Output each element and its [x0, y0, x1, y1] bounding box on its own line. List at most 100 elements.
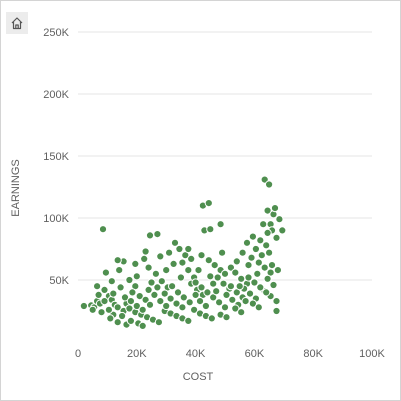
data-point[interactable] — [107, 277, 116, 286]
data-point[interactable] — [113, 318, 122, 327]
data-point[interactable] — [231, 304, 240, 313]
data-point[interactable] — [204, 199, 213, 208]
data-point[interactable] — [232, 257, 241, 266]
data-point[interactable] — [207, 314, 216, 323]
data-point[interactable] — [126, 297, 135, 306]
data-point[interactable] — [201, 301, 210, 311]
data-point[interactable] — [156, 252, 165, 261]
data-point[interactable] — [141, 295, 150, 304]
data-point[interactable] — [195, 297, 205, 306]
data-point[interactable] — [247, 253, 256, 262]
data-point[interactable] — [184, 316, 193, 325]
data-point[interactable] — [253, 269, 262, 278]
data-point[interactable] — [88, 305, 97, 314]
data-point[interactable] — [265, 180, 274, 189]
data-point[interactable] — [162, 301, 171, 311]
data-point[interactable] — [257, 251, 266, 260]
data-point[interactable] — [248, 299, 257, 308]
data-point[interactable] — [170, 238, 180, 247]
data-point[interactable] — [132, 272, 141, 281]
data-point[interactable] — [273, 266, 282, 275]
data-point[interactable] — [222, 313, 231, 322]
data-point[interactable] — [145, 231, 155, 240]
data-point[interactable] — [272, 297, 281, 306]
data-point[interactable] — [206, 225, 215, 234]
data-point[interactable] — [178, 303, 187, 312]
data-point[interactable] — [228, 295, 237, 304]
data-point[interactable] — [218, 248, 227, 257]
data-point[interactable] — [160, 289, 169, 298]
data-point[interactable] — [185, 298, 194, 307]
data-point[interactable] — [147, 278, 156, 287]
data-point[interactable] — [131, 259, 140, 268]
data-point[interactable] — [187, 254, 196, 263]
data-point[interactable] — [254, 303, 263, 312]
data-point[interactable] — [213, 273, 222, 282]
data-point[interactable] — [169, 259, 178, 268]
data-point[interactable] — [242, 238, 252, 247]
data-points[interactable] — [79, 175, 287, 330]
data-point[interactable] — [197, 251, 206, 260]
data-point[interactable] — [194, 266, 203, 275]
data-point[interactable] — [115, 266, 124, 275]
data-point[interactable] — [98, 225, 108, 234]
data-point[interactable] — [113, 303, 122, 312]
data-point[interactable] — [109, 289, 118, 298]
data-point[interactable] — [262, 241, 271, 250]
data-point[interactable] — [138, 305, 147, 314]
data-point[interactable] — [154, 318, 163, 327]
data-point[interactable] — [101, 268, 111, 277]
data-point[interactable] — [126, 316, 135, 325]
data-point[interactable] — [116, 283, 125, 292]
data-point[interactable] — [184, 266, 193, 275]
data-point[interactable] — [132, 301, 141, 311]
data-point[interactable] — [278, 226, 287, 235]
data-point[interactable] — [184, 244, 193, 254]
data-point[interactable] — [267, 261, 277, 270]
data-point[interactable] — [210, 261, 219, 270]
data-point[interactable] — [241, 297, 250, 306]
data-point[interactable] — [144, 263, 153, 272]
data-point[interactable] — [128, 288, 137, 297]
data-point[interactable] — [79, 301, 89, 311]
data-point[interactable] — [260, 263, 269, 272]
data-point[interactable] — [162, 266, 171, 275]
data-point[interactable] — [265, 248, 274, 257]
data-point[interactable] — [269, 280, 278, 290]
data-point[interactable] — [263, 228, 272, 237]
data-point[interactable] — [256, 283, 265, 292]
data-point[interactable] — [272, 306, 281, 316]
data-point[interactable] — [220, 269, 230, 278]
data-point[interactable] — [244, 273, 253, 282]
data-point[interactable] — [256, 236, 265, 245]
data-point[interactable] — [215, 298, 224, 307]
data-point[interactable] — [94, 290, 103, 299]
data-point[interactable] — [113, 256, 122, 265]
data-point[interactable] — [206, 272, 215, 281]
data-point[interactable] — [226, 282, 235, 291]
data-point[interactable] — [100, 297, 109, 306]
data-point[interactable] — [151, 269, 160, 278]
data-point[interactable] — [165, 248, 174, 257]
data-point[interactable] — [275, 215, 284, 224]
data-point[interactable] — [191, 290, 200, 299]
data-point[interactable] — [244, 261, 253, 270]
data-point[interactable] — [209, 279, 218, 288]
data-point[interactable] — [178, 258, 187, 267]
data-point[interactable] — [272, 233, 281, 242]
data-point[interactable] — [106, 314, 115, 323]
data-point[interactable] — [212, 287, 221, 296]
data-point[interactable] — [254, 258, 263, 267]
data-point[interactable] — [197, 283, 206, 292]
data-point[interactable] — [263, 274, 272, 283]
data-point[interactable] — [156, 297, 165, 306]
data-point[interactable] — [203, 288, 212, 297]
data-point[interactable] — [270, 204, 280, 213]
data-point[interactable] — [237, 308, 246, 317]
data-point[interactable] — [263, 206, 272, 215]
data-point[interactable] — [93, 282, 102, 291]
data-point[interactable] — [262, 288, 271, 297]
data-point[interactable] — [145, 300, 155, 309]
data-point[interactable] — [141, 247, 150, 256]
data-point[interactable] — [238, 248, 247, 257]
